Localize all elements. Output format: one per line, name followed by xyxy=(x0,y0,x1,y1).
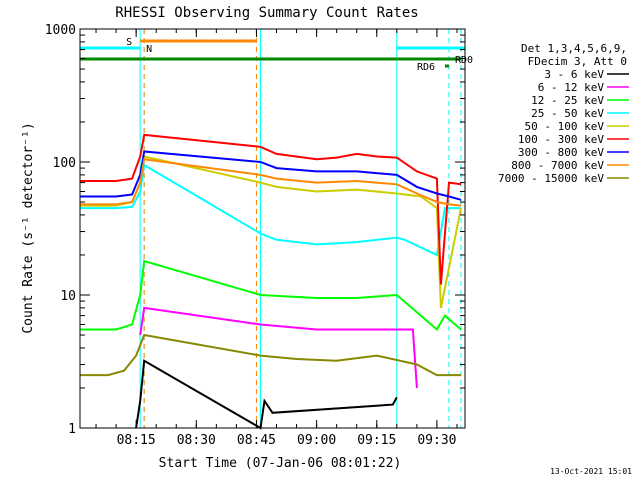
series-line-3 xyxy=(80,259,462,332)
legend-header-line-2: FDecim 3, Att 0 xyxy=(528,55,627,68)
series-line-8 xyxy=(80,158,462,207)
legend-label-1: 3 - 6 keV xyxy=(544,68,604,81)
legend-label-3: 12 - 25 keV xyxy=(531,94,604,107)
legend-label-7: 300 - 800 keV xyxy=(518,146,604,159)
legend-label-4: 25 - 50 keV xyxy=(531,107,604,120)
series-line-4 xyxy=(80,163,461,257)
legend-label-5: 50 - 100 keV xyxy=(525,120,605,133)
x-tick-label-2: 08:30 xyxy=(177,433,216,448)
flag-label-s: S xyxy=(126,37,132,48)
y-axis: 1 10 100 1000 xyxy=(45,23,465,437)
footer-timestamp: 13-Oct-2021 15:01 xyxy=(550,467,632,476)
series-line-6 xyxy=(80,133,462,285)
x-axis-label: Start Time (07-Jan-06 08:01:22) xyxy=(159,456,402,471)
x-tick-label-4: 09:00 xyxy=(297,433,336,448)
chart-title: RHESSI Observing Summary Count Rates xyxy=(115,5,418,21)
plot-frame xyxy=(79,28,466,429)
legend-label-2: 6 - 12 keV xyxy=(538,81,605,94)
flag-label-n: N xyxy=(146,44,152,55)
legend-label-6: 100 - 300 keV xyxy=(518,133,604,146)
legend-label-9: 7000 - 15000 keV xyxy=(498,172,604,185)
y-axis-label: Count Rate (s⁻¹ detector⁻¹) xyxy=(21,122,36,333)
x-tick-label-5: 09:15 xyxy=(357,433,396,448)
x-tick-label-1: 08:15 xyxy=(117,433,156,448)
y-tick-label-3: 100 xyxy=(53,156,76,171)
flag-label-rd6: RD6 xyxy=(417,62,435,73)
x-tick-label-6: 09:30 xyxy=(417,433,456,448)
series-line-9 xyxy=(80,333,461,377)
y-tick-label-2: 10 xyxy=(60,289,76,304)
series-line-1 xyxy=(135,359,398,430)
flag-label-rd0: RD0 xyxy=(455,55,473,66)
legend-header-line-1: Det 1,3,4,5,6,9, xyxy=(521,42,627,55)
x-axis: 08:15 08:30 08:45 09:00 09:15 09:30 xyxy=(95,29,458,448)
y-tick-label-1: 1 xyxy=(68,422,76,437)
y-tick-label-4: 1000 xyxy=(45,23,76,38)
x-tick-label-3: 08:45 xyxy=(237,433,276,448)
plot-area: S N RD0 RD6 xyxy=(79,29,473,430)
legend: Det 1,3,4,5,6,9, FDecim 3, Att 0 3 - 6 k… xyxy=(498,42,629,185)
series-line-2 xyxy=(139,306,418,389)
legend-label-8: 800 - 7000 keV xyxy=(511,159,604,172)
series-line-7 xyxy=(80,150,462,201)
